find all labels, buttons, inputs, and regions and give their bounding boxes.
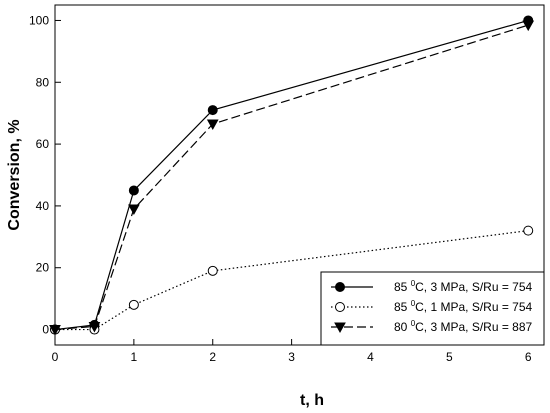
series-layer: [49, 15, 535, 336]
x-tick-label: 0: [52, 350, 59, 364]
series-3-point: [522, 20, 535, 32]
legend-label-text: 85: [394, 300, 411, 314]
x-tick-label: 3: [288, 350, 295, 364]
series-2-point: [128, 299, 139, 310]
x-tick-label: 4: [367, 350, 374, 364]
legend-label-text: C, 3 MPa, S/Ru = 887: [415, 320, 532, 334]
series-1-point: [207, 105, 218, 116]
x-tick-label: 6: [525, 350, 532, 364]
legend-label-text: C, 1 MPa, S/Ru = 754: [415, 300, 532, 314]
y-tick-label: 40: [36, 199, 50, 213]
y-tick-label: 0: [42, 323, 49, 337]
legend-marker-2: [335, 302, 345, 312]
legend-label-text: C, 3 MPa, S/Ru = 754: [415, 280, 532, 294]
x-tick-label: 1: [131, 350, 138, 364]
series-3-point: [49, 325, 61, 336]
series-2-point: [523, 225, 534, 236]
series-3-point: [206, 119, 219, 131]
legend-label-3: 80 0C, 3 MPa, S/Ru = 887: [394, 319, 533, 334]
legend-degree-superscript: 0: [411, 299, 416, 308]
y-axis-title: Conversion, %: [6, 119, 23, 230]
legend-label-2: 85 0C, 1 MPa, S/Ru = 754: [394, 299, 533, 314]
legend-marker-1: [335, 282, 345, 292]
y-tick-label: 60: [36, 137, 50, 151]
legend-marker-3: [334, 322, 346, 334]
y-tick-label: 80: [36, 75, 50, 89]
series-2-point: [207, 265, 218, 276]
legend-label-text: 80: [394, 320, 411, 334]
x-tick-label: 5: [446, 350, 453, 364]
series-3-point: [88, 321, 101, 333]
x-tick-label: 2: [209, 350, 216, 364]
legend-box: [320, 271, 545, 346]
legend-label-1: 85 0C, 3 MPa, S/Ru = 754: [394, 279, 533, 294]
plot-frame: [54, 4, 545, 346]
legend-degree-superscript: 0: [411, 319, 416, 328]
y-axis-ticks: 0 20 40 60 80 100: [29, 13, 61, 337]
series-3: [49, 20, 535, 336]
y-tick-label: 100: [29, 13, 49, 27]
series-1-point: [128, 185, 139, 196]
legend-label-text: 85: [394, 280, 411, 294]
series-3-point: [128, 204, 140, 216]
y-tick-label: 20: [36, 261, 50, 275]
legend-degree-superscript: 0: [411, 279, 416, 288]
x-axis-title: t, h: [300, 392, 324, 409]
